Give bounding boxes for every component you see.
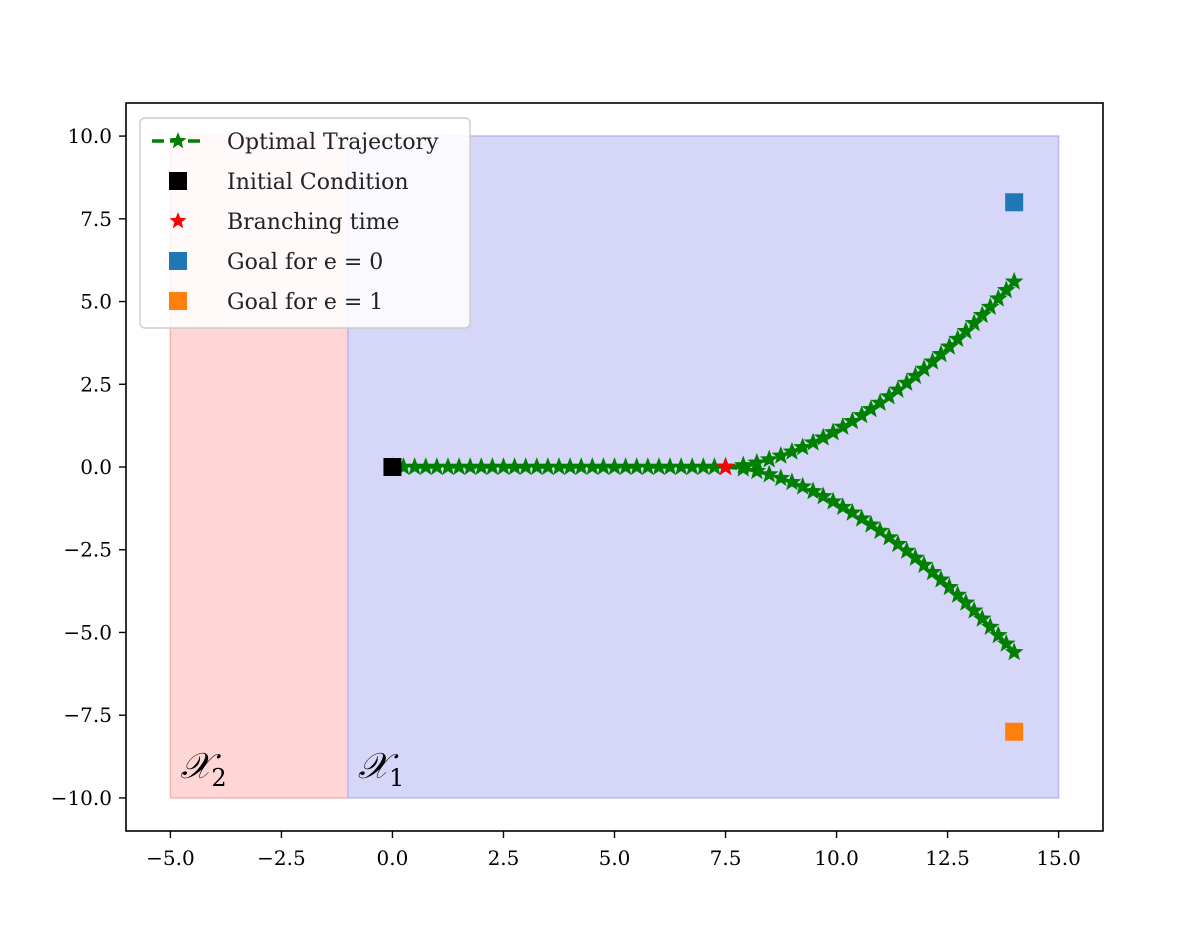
trajectory-point [906,548,925,566]
legend: Optimal Trajectory Initial Condition Branc… [139,117,471,329]
trajectory-point [897,541,917,559]
legend-square [169,252,187,270]
x-tick-label: 7.5 [710,846,742,870]
trajectory-point [759,449,779,468]
trajectory-point [931,569,951,588]
trajectory-point [914,555,934,573]
trajectory-point [1004,271,1024,290]
trajectory-layer [383,271,1024,661]
trajectory-point [782,472,802,491]
trajectory-point [813,486,833,505]
trajectory-point [956,592,976,611]
x-axis: −5.0 −2.5 0.0 2.5 5.0 7.5 10.0 12.5 15.0 [146,831,1081,870]
trajectory-point [759,464,779,483]
x-tick-label: 5.0 [599,846,631,870]
marker-goal-e0 [1005,193,1024,212]
marker-branching-time [716,457,736,476]
marker-initial-condition [383,458,402,476]
legend-label: Initial Condition [227,170,409,195]
trajectory-point [861,514,881,533]
legend-label: Branching time [227,210,400,235]
trajectory-point [972,305,992,324]
x-tick-label: 0.0 [377,846,409,870]
trajectory-point [747,461,767,480]
trajectory-point [988,625,1008,644]
y-tick-label: 7.5 [80,207,112,231]
y-tick-label: −10.0 [51,786,112,810]
trajectory-point [771,468,791,487]
y-tick-label: 10.0 [67,124,112,148]
x-tick-label: 12.5 [925,846,970,870]
trajectory-point [996,633,1016,652]
trajectory-point [923,562,942,581]
y-tick-label: −7.5 [63,703,112,727]
x-tick-label: 2.5 [488,846,520,870]
trajectory-point [823,491,843,510]
y-tick-label: 5.0 [80,290,112,314]
trajectory-point [939,577,959,596]
x-tick-label: −2.5 [257,846,306,870]
y-tick-label: 2.5 [80,372,112,396]
trajectory-point [842,502,862,521]
legend-square [169,292,187,310]
legend-star [169,212,187,229]
y-axis: 10.0 7.5 5.0 2.5 0.0 −2.5 −5.0 −7.5 −10.0 [51,124,126,810]
trajectory-point [948,585,968,603]
trajectory-point [833,497,853,516]
trajectory-point [733,458,753,477]
trajectory-point [980,297,1000,315]
region-label-2: 𝒳1 [358,746,404,792]
legend-label: Goal for e = 0 [227,250,383,275]
trajectory-point [793,476,813,495]
legend-box [139,117,471,329]
trajectory-point [988,288,1008,307]
trajectory-point [803,481,823,500]
trajectory-point [1004,642,1024,661]
y-tick-label: 0.0 [80,455,112,479]
legend-square [169,172,187,190]
trajectory-point [771,445,791,464]
marker-goal-e1 [1005,722,1024,741]
legend-label: Goal for e = 1 [227,290,383,315]
x-tick-label: 15.0 [1036,846,1081,870]
legend-star [169,132,187,149]
y-tick-label: −2.5 [63,538,112,562]
trajectory-point [964,600,984,619]
points-layer [383,193,1024,741]
x-tick-label: −5.0 [146,846,195,870]
trajectory-point [996,280,1016,299]
trajectory-point [852,508,872,527]
trajectory-point [870,521,890,540]
x-tick-label: 10.0 [814,846,859,870]
legend-label: Optimal Trajectory [227,130,439,155]
y-tick-label: −5.0 [63,620,112,644]
trajectory-point [782,441,802,460]
trajectory-point [980,617,1000,635]
trajectory-point [972,608,992,627]
